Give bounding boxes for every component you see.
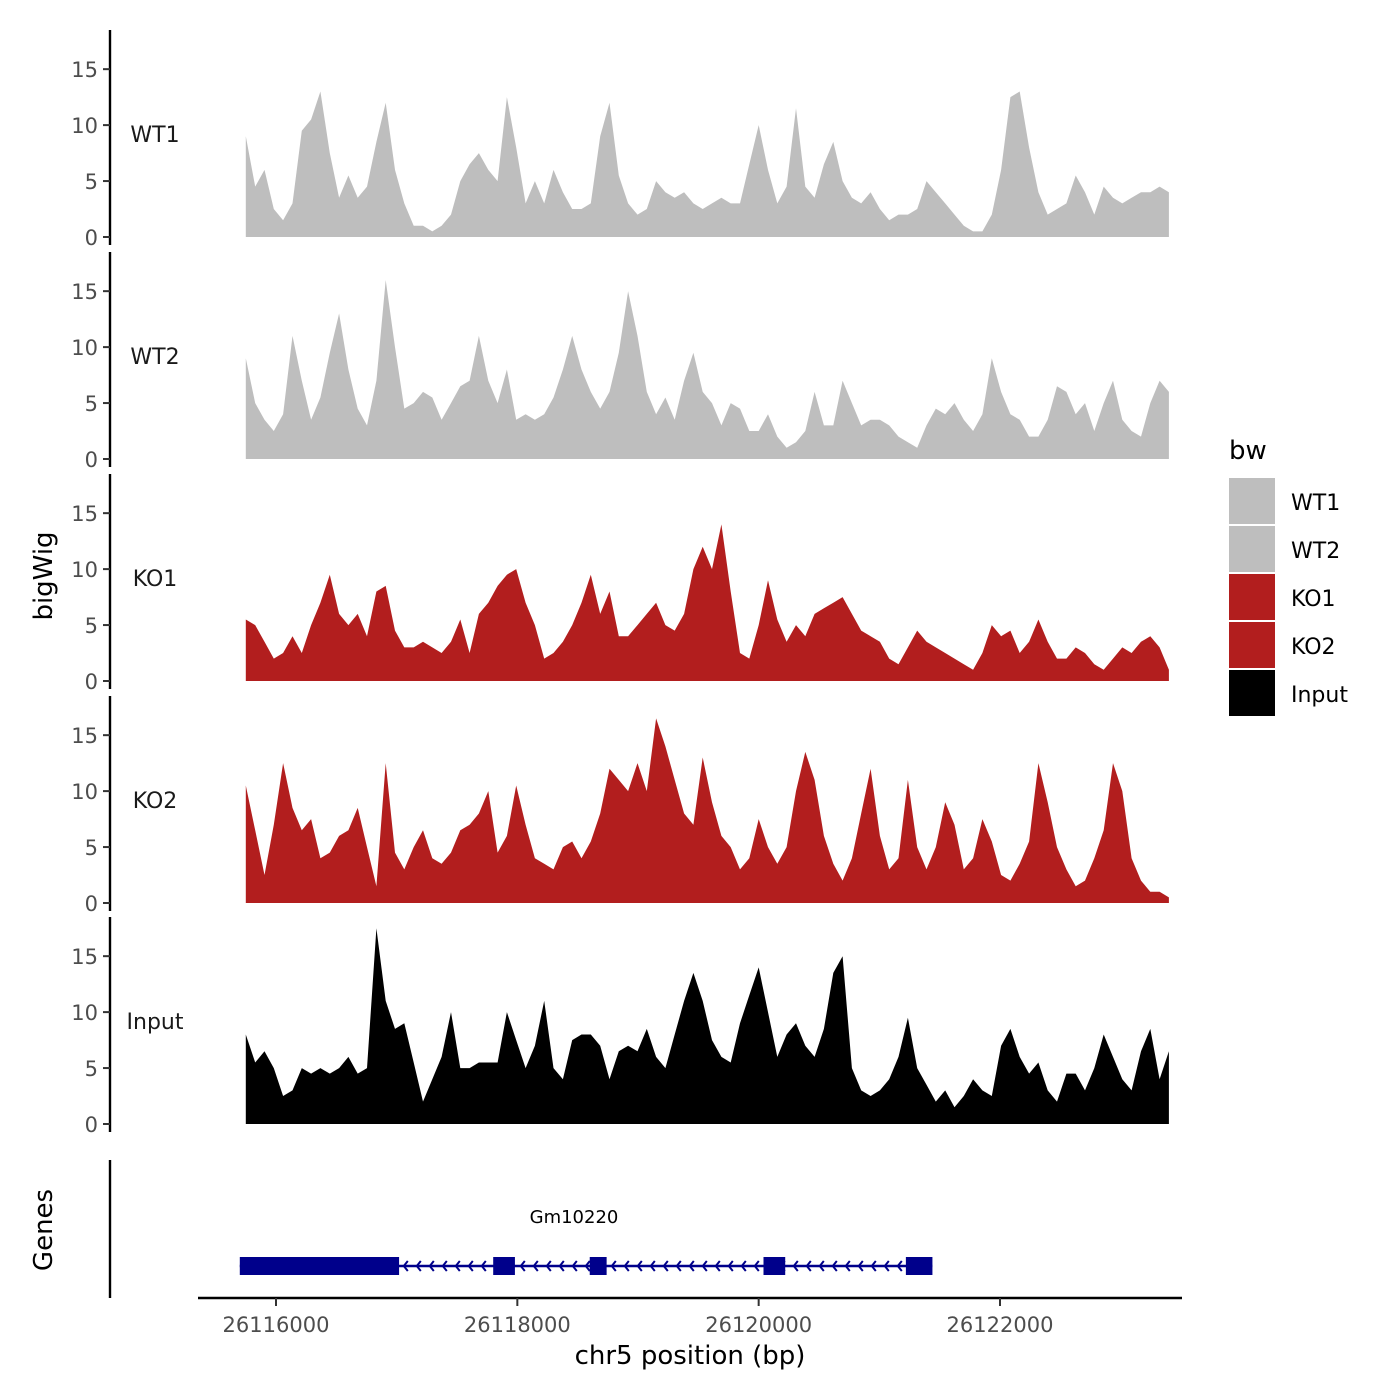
y-tick-label: 0 [85, 226, 98, 250]
x-axis: 26116000 26118000 26120000 26122000 [198, 1296, 1182, 1337]
strand-arrow [467, 1260, 474, 1272]
gene-exon [589, 1257, 607, 1275]
strand-arrow [415, 1260, 422, 1272]
y-tick-label: 0 [85, 1113, 98, 1137]
strand-arrow [584, 1260, 591, 1272]
strand-arrow [649, 1260, 656, 1272]
strand-arrow [714, 1260, 721, 1272]
signal-area-input [245, 928, 1169, 1124]
signal-area-ko1 [245, 524, 1169, 681]
strand-arrow [636, 1260, 643, 1272]
strand-arrow [454, 1260, 461, 1272]
track-label-wt2: WT2 [130, 345, 179, 370]
strand-arrow [519, 1260, 526, 1272]
legend-label-wt2: WT2 [1291, 539, 1340, 564]
track-wt1: 0 5 10 15 WT1 [71, 30, 1169, 250]
strand-arrow [753, 1260, 760, 1272]
y-tick-label: 5 [85, 614, 98, 638]
track-ko2: 0 5 10 15 KO2 [71, 696, 1169, 916]
strand-arrow [675, 1260, 682, 1272]
track-label-ko1: KO1 [133, 567, 178, 592]
strand-arrow [688, 1260, 695, 1272]
strand-arrow [883, 1260, 890, 1272]
y-tick-label: 10 [71, 558, 98, 582]
x-tick-label: 26122000 [947, 1313, 1054, 1337]
strand-arrow [610, 1260, 617, 1272]
y-tick-label: 5 [85, 392, 98, 416]
x-tick-label: 26120000 [705, 1313, 812, 1337]
y-tick-label: 5 [85, 1057, 98, 1081]
x-axis-title: chr5 position (bp) [575, 1341, 806, 1371]
gene-exon [905, 1257, 933, 1275]
strand-arrow [545, 1260, 552, 1272]
gene-name-label: Gm10220 [530, 1207, 619, 1228]
gene-exon [493, 1257, 515, 1275]
strand-arrow [740, 1260, 747, 1272]
y-axis-title: bigWig [29, 531, 59, 620]
y-tick-label: 15 [71, 945, 98, 969]
track-input: 0 5 10 15 Input [71, 917, 1169, 1137]
track-label-wt1: WT1 [130, 123, 179, 148]
y-tick-label: 15 [71, 502, 98, 526]
y-tick-label: 5 [85, 836, 98, 860]
gene-exon [239, 1257, 400, 1275]
legend: bw WT1 WT2 KO1 KO2 Input [1229, 436, 1348, 716]
strand-arrow [558, 1260, 565, 1272]
bigwig-tracks: 0 5 10 15 WT1 0 5 10 15 WT2 0 5 10 15 KO1 0 5 10 15 KO2 0 5 10… [71, 30, 1169, 1137]
track-label-ko2: KO2 [133, 789, 178, 814]
legend-label-ko1: KO1 [1291, 587, 1336, 612]
signal-area-wt2 [245, 280, 1169, 459]
legend-title: bw [1229, 436, 1267, 466]
strand-arrow [662, 1260, 669, 1272]
strand-arrow [571, 1260, 578, 1272]
strand-arrow [727, 1260, 734, 1272]
x-tick-label: 26116000 [223, 1313, 330, 1337]
gene-exon [763, 1257, 786, 1275]
y-tick-label: 15 [71, 58, 98, 82]
legend-key-ko2 [1229, 622, 1275, 668]
legend-label-wt1: WT1 [1291, 491, 1340, 516]
y-tick-label: 0 [85, 892, 98, 916]
strand-arrow [844, 1260, 851, 1272]
y-tick-label: 15 [71, 280, 98, 304]
strand-arrow [792, 1260, 799, 1272]
legend-label-ko2: KO2 [1291, 635, 1336, 660]
legend-key-ko1 [1229, 574, 1275, 620]
strand-arrow [701, 1260, 708, 1272]
strand-arrow [857, 1260, 864, 1272]
track-label-input: Input [127, 1010, 184, 1035]
y-tick-label: 0 [85, 670, 98, 694]
strand-arrow [818, 1260, 825, 1272]
strand-arrow [428, 1260, 435, 1272]
strand-arrow [402, 1260, 409, 1272]
y-tick-label: 10 [71, 1001, 98, 1025]
track-ko1: 0 5 10 15 KO1 [71, 474, 1169, 694]
track-wt2: 0 5 10 15 WT2 [71, 252, 1169, 472]
strand-arrow [623, 1260, 630, 1272]
strand-arrow [896, 1260, 903, 1272]
signal-area-wt1 [245, 91, 1169, 237]
strand-arrow [441, 1260, 448, 1272]
strand-arrow [805, 1260, 812, 1272]
legend-key-wt1 [1229, 478, 1275, 524]
y-tick-label: 5 [85, 170, 98, 194]
y-tick-label: 0 [85, 448, 98, 472]
strand-arrow [831, 1260, 838, 1272]
y-tick-label: 10 [71, 114, 98, 138]
gene-panel: Gm10220 [108, 1160, 933, 1298]
legend-key-wt2 [1229, 526, 1275, 572]
signal-area-ko2 [245, 718, 1169, 903]
strand-arrow [870, 1260, 877, 1272]
y-tick-label: 15 [71, 724, 98, 748]
x-tick-label: 26118000 [464, 1313, 571, 1337]
strand-arrow [480, 1260, 487, 1272]
legend-key-input [1229, 670, 1275, 716]
y-tick-label: 10 [71, 780, 98, 804]
strand-arrow [532, 1260, 539, 1272]
y-tick-label: 10 [71, 336, 98, 360]
legend-label-input: Input [1291, 683, 1348, 708]
genes-axis-title: Genes [29, 1189, 59, 1271]
